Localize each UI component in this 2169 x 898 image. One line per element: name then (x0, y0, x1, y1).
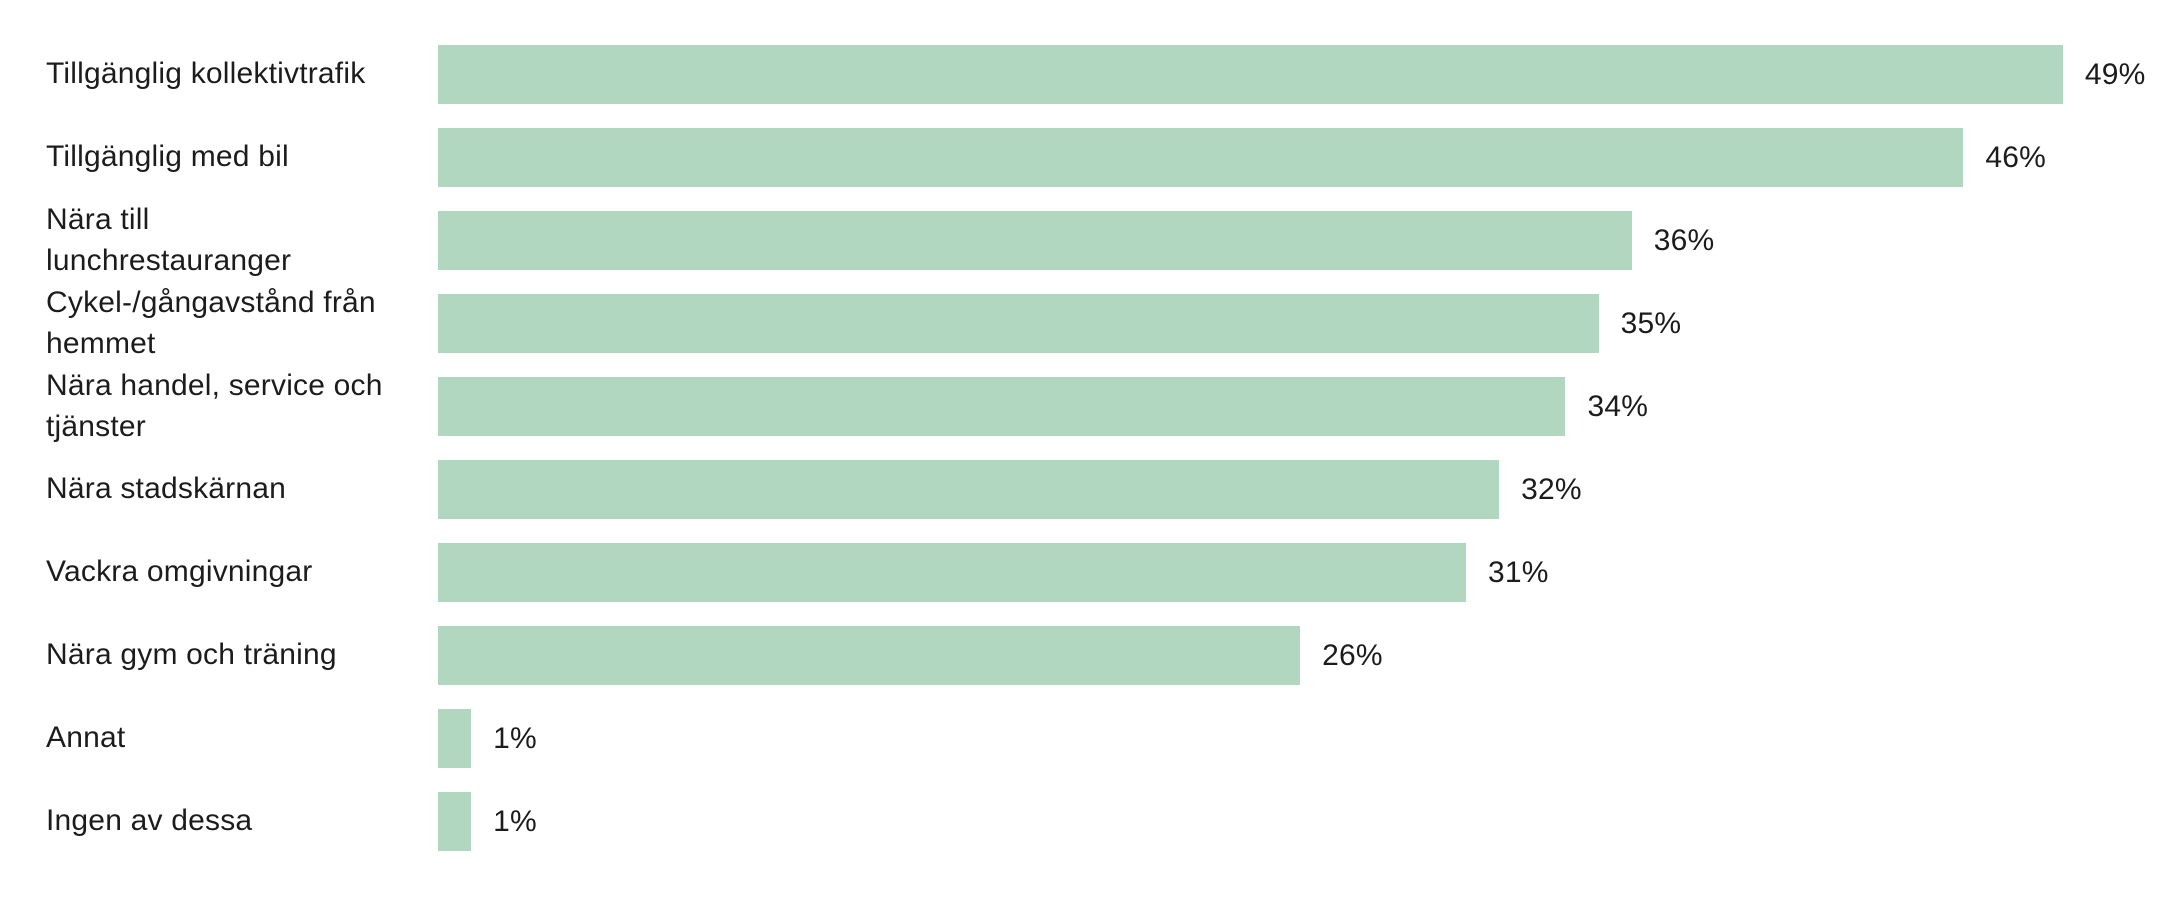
value-label: 34% (1587, 389, 1649, 423)
category-label: Tillgänglig kollektivtrafik (46, 57, 366, 91)
bar (438, 543, 1466, 602)
category-label: Cykel-/gångavstånd från hemmet (46, 286, 376, 360)
bar (438, 294, 1599, 353)
value-label: 31% (1487, 555, 1549, 589)
bar-track: 32% (438, 460, 2169, 519)
chart-row: Vackra omgivningar 31% (0, 543, 2169, 602)
value-label: 1% (493, 721, 537, 755)
chart-row: Nära gym och träning 26% (0, 626, 2169, 685)
category-label: Nära stadskärnan (46, 472, 286, 506)
value-label: 26% (1322, 638, 1383, 672)
value-label: 35% (1620, 306, 1682, 340)
category-label: Nära gym och träning (46, 638, 337, 672)
bar-track: 34% (438, 377, 2169, 436)
bar (438, 709, 472, 768)
chart-row: Nära till lunchrestauranger 36% (0, 203, 2169, 277)
bar (438, 792, 472, 851)
chart-row: Annat 1% (0, 709, 2169, 768)
bar (438, 460, 1500, 519)
bar-track: 31% (438, 543, 2169, 602)
value-label: 36% (1653, 223, 1715, 257)
category-label: Ingen av dessa (46, 804, 253, 838)
chart-row: Ingen av dessa 1% (0, 792, 2169, 851)
bar-track: 26% (438, 626, 2169, 685)
bar-track: 46% (438, 128, 2169, 187)
category-label: Vackra omgivningar (46, 555, 313, 589)
bar (438, 626, 1301, 685)
bar-track: 1% (438, 792, 2169, 851)
chart-row: Nära stadskärnan 32% (0, 460, 2169, 519)
category-label: Nära handel, service och tjänster (46, 369, 383, 443)
category-label: Annat (46, 721, 126, 755)
bar-track: 1% (438, 709, 2169, 768)
bar-track: 36% (438, 211, 2169, 270)
chart-row: Tillgänglig med bil 46% (0, 128, 2169, 187)
chart-row: Nära handel, service och tjänster 34% (0, 369, 2169, 443)
chart-row: Tillgänglig kollektivtrafik 49% (0, 45, 2169, 104)
value-label: 1% (493, 804, 537, 838)
bar (438, 377, 1566, 436)
bar-track: 49% (438, 45, 2169, 104)
bar (438, 45, 2063, 104)
category-label: Nära till lunchrestauranger (46, 203, 292, 277)
category-label: Tillgänglig med bil (46, 140, 289, 174)
chart-row: Cykel-/gångavstånd från hemmet 35% (0, 286, 2169, 360)
value-label: 32% (1521, 472, 1582, 506)
bar-track: 35% (438, 294, 2169, 353)
bar (438, 211, 1632, 270)
value-label: 46% (1985, 140, 2047, 174)
value-label: 49% (2084, 57, 2146, 91)
bar (438, 128, 1964, 187)
